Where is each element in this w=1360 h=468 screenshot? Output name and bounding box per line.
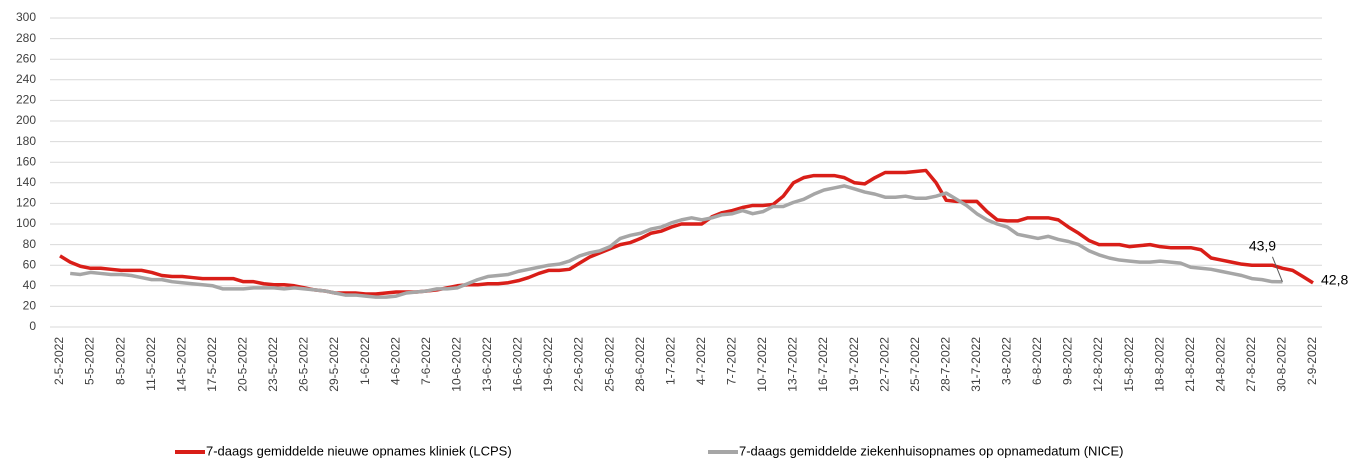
x-tick-label: 20-5-2022 (236, 337, 250, 392)
x-tick-label: 24-8-2022 (1213, 337, 1227, 392)
data-line (70, 184, 1283, 299)
y-tick-label: 220 (16, 93, 36, 107)
y-tick-label: 60 (23, 257, 37, 271)
x-tick-label: 27-8-2022 (1244, 337, 1258, 392)
x-tick-label: 29-5-2022 (327, 337, 341, 392)
x-tick-label: 9-8-2022 (1061, 337, 1075, 385)
x-tick-label: 4-7-2022 (694, 337, 708, 385)
x-tick-label: 2-5-2022 (52, 337, 66, 385)
x-tick-label: 16-6-2022 (511, 337, 525, 392)
x-tick-label: 11-5-2022 (144, 337, 158, 391)
x-tick-label: 2-9-2022 (1305, 337, 1319, 385)
x-tick-label: 17-5-2022 (205, 337, 219, 392)
x-tick-label: 14-5-2022 (174, 337, 188, 392)
x-tick-label: 15-8-2022 (1122, 337, 1136, 392)
y-tick-label: 80 (23, 237, 37, 251)
x-tick-label: 28-7-2022 (938, 337, 952, 392)
x-tick-label: 10-7-2022 (755, 337, 769, 392)
x-tick-label: 19-7-2022 (847, 337, 861, 392)
data-label: 43,9 (1249, 237, 1276, 253)
x-tick-label: 19-6-2022 (541, 337, 555, 392)
y-tick-label: 260 (16, 51, 36, 65)
x-tick-label: 26-5-2022 (297, 337, 311, 392)
y-tick-label: 240 (16, 72, 36, 86)
x-tick-label: 23-5-2022 (266, 337, 280, 392)
x-tick-label: 21-8-2022 (1183, 337, 1197, 392)
legend-label: 7-daags gemiddelde ziekenhuisopnames op … (739, 443, 1123, 458)
x-tick-label: 13-6-2022 (480, 337, 494, 392)
label-leader (1271, 256, 1283, 282)
y-tick-label: 200 (16, 113, 36, 127)
y-tick-label: 120 (16, 196, 36, 210)
x-tick-label: 13-7-2022 (786, 337, 800, 392)
x-tick-label: 1-6-2022 (358, 337, 372, 385)
x-tick-label: 30-8-2022 (1275, 337, 1289, 392)
y-tick-label: 280 (16, 31, 36, 45)
x-tick-label: 25-7-2022 (908, 337, 922, 392)
x-tick-label: 31-7-2022 (969, 337, 983, 392)
y-tick-label: 40 (23, 278, 37, 292)
y-tick-label: 300 (16, 10, 36, 24)
x-tick-label: 8-5-2022 (113, 337, 127, 385)
x-tick-label: 10-6-2022 (449, 337, 463, 392)
x-tick-label: 5-5-2022 (83, 337, 97, 385)
x-tick-label: 1-7-2022 (663, 337, 677, 385)
x-tick-label: 3-8-2022 (1000, 337, 1014, 385)
x-tick-label: 7-6-2022 (419, 337, 433, 385)
y-tick-label: 160 (16, 154, 36, 168)
y-tick-label: 0 (29, 319, 36, 333)
x-tick-label: 25-6-2022 (602, 337, 616, 392)
x-tick-label: 28-6-2022 (633, 337, 647, 392)
y-tick-label: 180 (16, 134, 36, 148)
data-label: 42,8 (1321, 272, 1348, 288)
x-tick-label: 22-7-2022 (877, 337, 891, 392)
x-tick-label: 7-7-2022 (725, 337, 739, 385)
x-tick-label: 18-8-2022 (1152, 337, 1166, 392)
y-tick-label: 100 (16, 216, 36, 230)
x-tick-label: 6-8-2022 (1030, 337, 1044, 385)
x-tick-label: 4-6-2022 (388, 337, 402, 385)
data-line (59, 168, 1314, 296)
x-tick-label: 22-6-2022 (572, 337, 586, 392)
y-tick-label: 20 (23, 299, 37, 313)
legend-label: 7-daags gemiddelde nieuwe opnames klinie… (206, 443, 512, 458)
y-tick-label: 140 (16, 175, 36, 189)
x-tick-label: 12-8-2022 (1091, 337, 1105, 392)
x-tick-label: 16-7-2022 (816, 337, 830, 392)
